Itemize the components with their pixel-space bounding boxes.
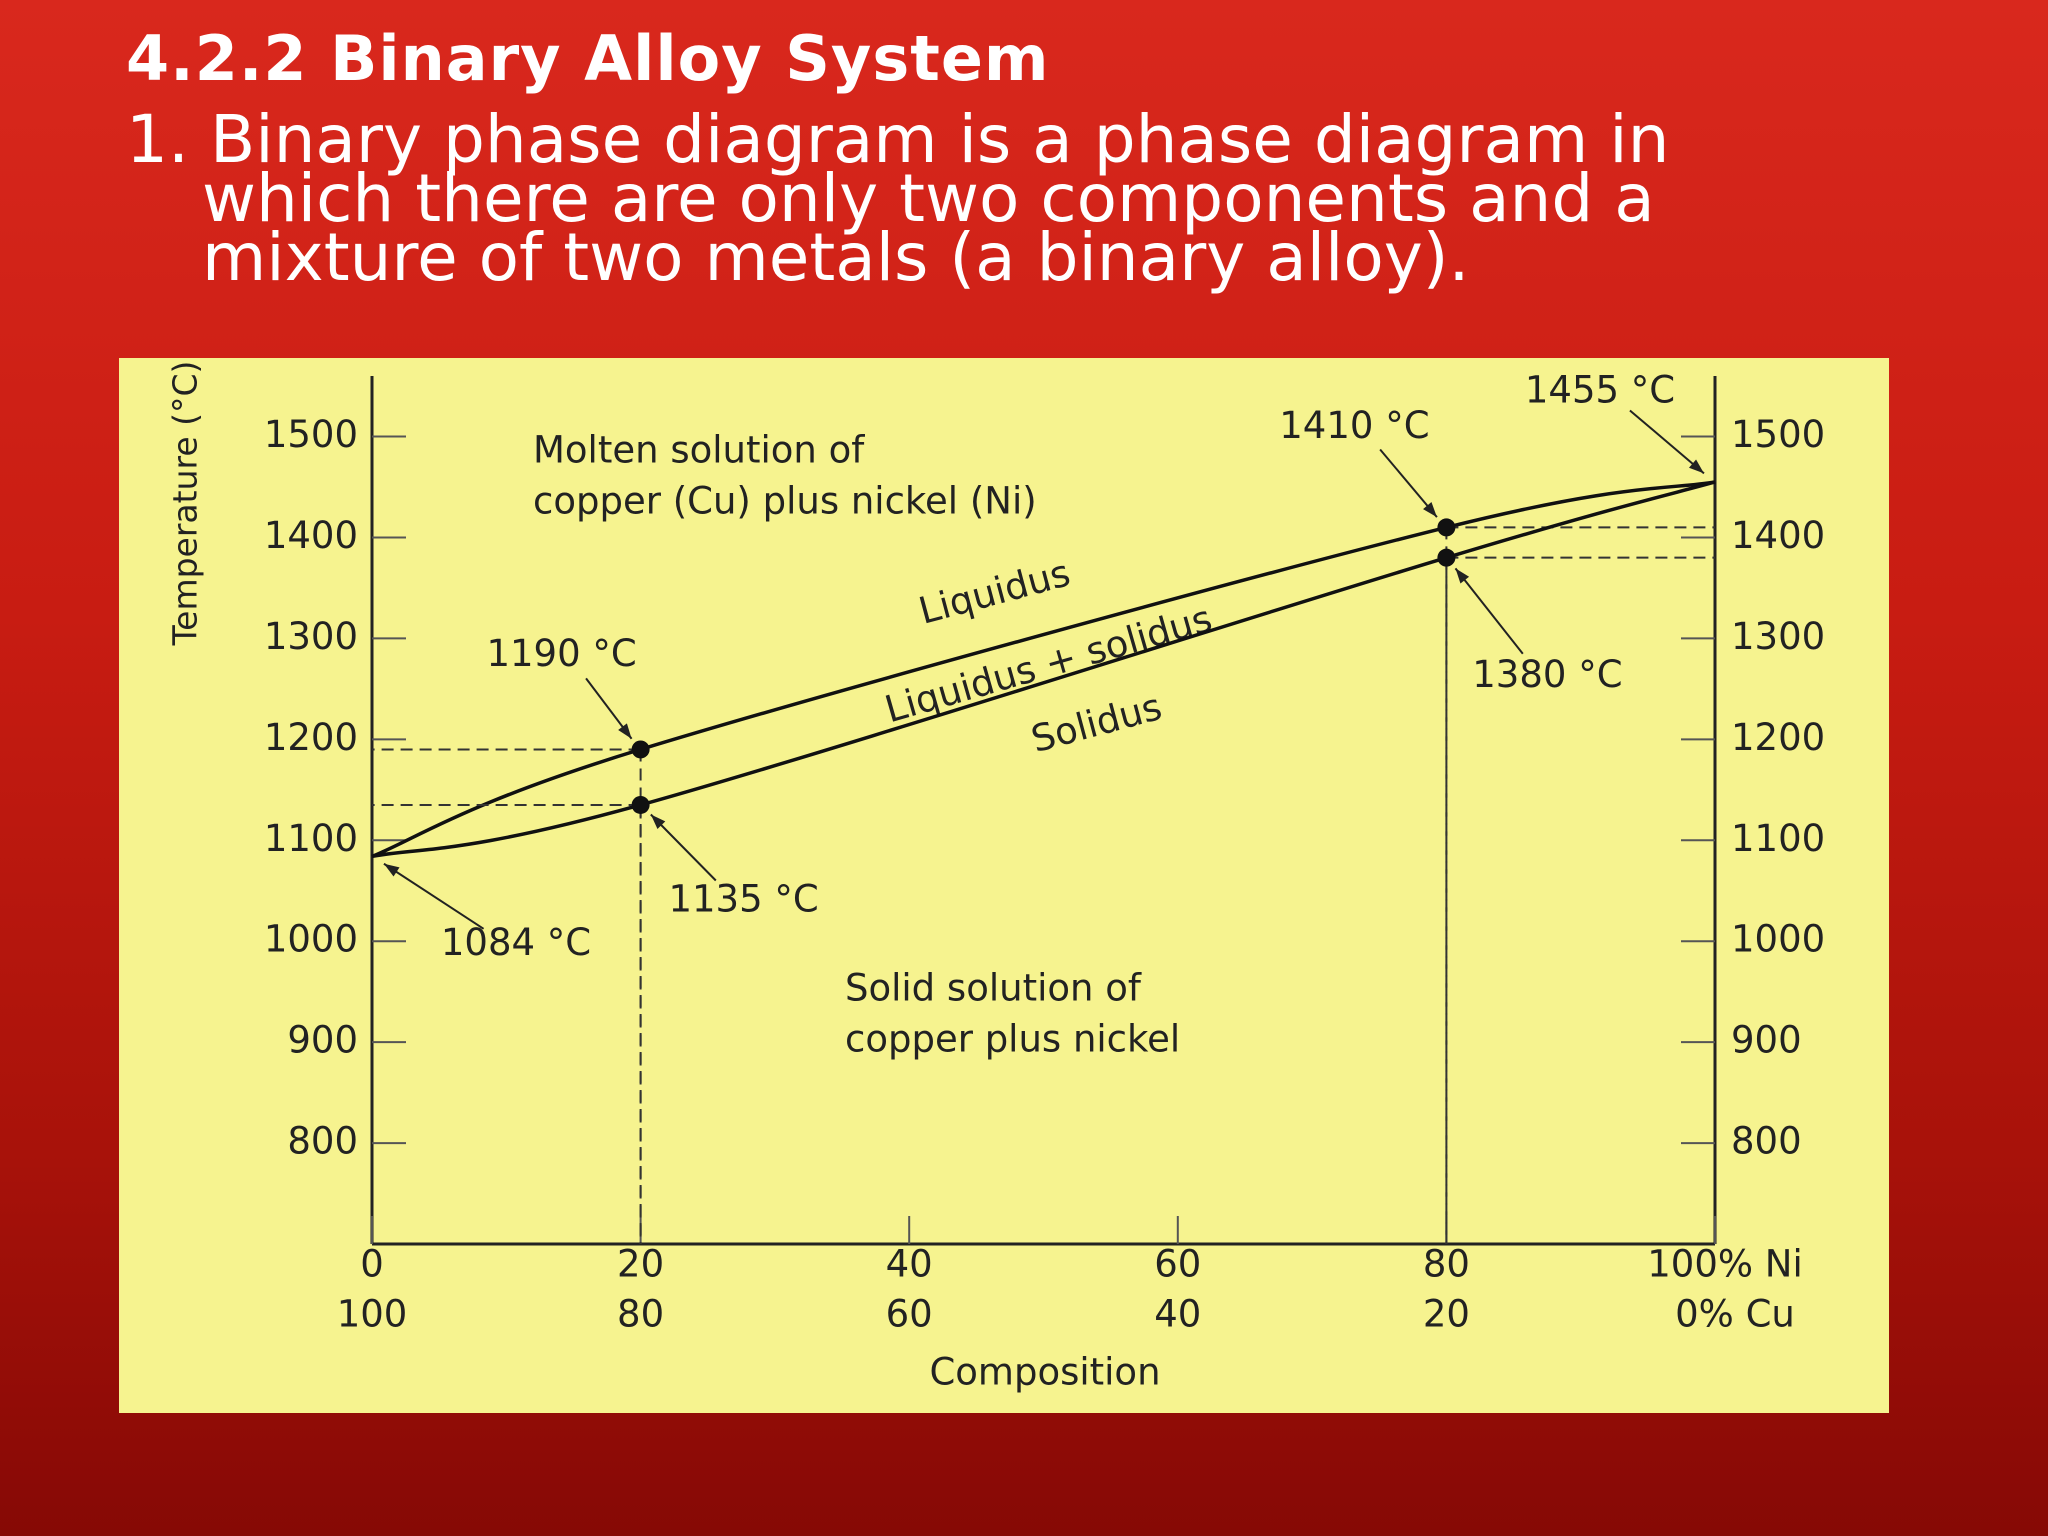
arrow [1629,409,1705,475]
y2-tick-label: 900 [1731,1019,1802,1062]
x-tick-label: 20 [617,1243,664,1286]
annotation: Molten solution of [533,429,865,472]
y2-tick-label: 1200 [1731,716,1825,759]
x-tick-label: 60 [1154,1243,1201,1286]
chart-panel [119,358,1889,1413]
point [1437,518,1456,537]
curve [371,480,1716,859]
x-axis-label: Composition [929,1351,1160,1394]
point-label: 1380 °C [1472,653,1622,696]
annotation: copper plus nickel [845,1018,1180,1061]
y-tick-label: 900 [287,1019,358,1062]
arrow-head [618,723,632,739]
x2-tick-label: 80 [617,1293,664,1336]
arrow-head [383,863,400,877]
y-axis-label: Temperature (°C) [166,361,205,647]
y-tick-label: 1500 [264,413,358,456]
x-tick-label: 100% Ni [1647,1243,1803,1286]
y2-tick-label: 1300 [1731,615,1825,658]
y2-tick-label: 1500 [1731,413,1825,456]
arrow [1454,567,1524,655]
y2-tick-label: 1400 [1731,514,1825,557]
point [1437,548,1456,567]
point-label: 1135 °C [668,877,818,920]
y-tick-label: 1000 [264,918,358,961]
x-tick-label: 80 [1423,1243,1470,1286]
y-tick-label: 1300 [264,615,358,658]
x2-tick-label: 60 [886,1293,933,1336]
point-label: 1084 °C [441,921,591,964]
point-label: 1410 °C [1279,404,1429,447]
y2-tick-label: 1100 [1731,817,1825,860]
slide-body: 1. Binary phase diagram is a phase diagr… [126,101,1670,296]
chart: 8009001000110012001300140015008009001000… [119,358,1889,1413]
y2-tick-label: 800 [1731,1120,1802,1163]
arrow-head [1688,459,1704,474]
point [631,795,650,814]
y-tick-label: 800 [287,1120,358,1163]
y-tick-label: 1100 [264,817,358,860]
slide-title: 4.2.2 Binary Alloy System [126,22,1050,95]
point [631,740,650,759]
annotation: copper (Cu) plus nickel (Ni) [533,480,1037,523]
y-tick-label: 1400 [264,514,358,557]
x2-tick-label: 0% Cu [1675,1293,1795,1336]
x-tick-label: 40 [886,1243,933,1286]
arrow [383,862,485,930]
x-tick-label: 0 [360,1243,384,1286]
x2-tick-label: 40 [1154,1293,1201,1336]
arrow-head [650,814,666,830]
x2-tick-label: 20 [1423,1293,1470,1336]
annotation: Solid solution of [845,967,1142,1010]
y2-tick-label: 1000 [1731,918,1825,961]
x2-tick-label: 100 [337,1293,408,1336]
arrow-head [1423,502,1437,518]
point-label: 1455 °C [1525,368,1675,411]
arrow-head [1455,568,1470,584]
curve [371,480,1716,859]
arrow [650,813,717,882]
y-tick-label: 1200 [264,716,358,759]
point-label: 1190 °C [486,632,636,675]
